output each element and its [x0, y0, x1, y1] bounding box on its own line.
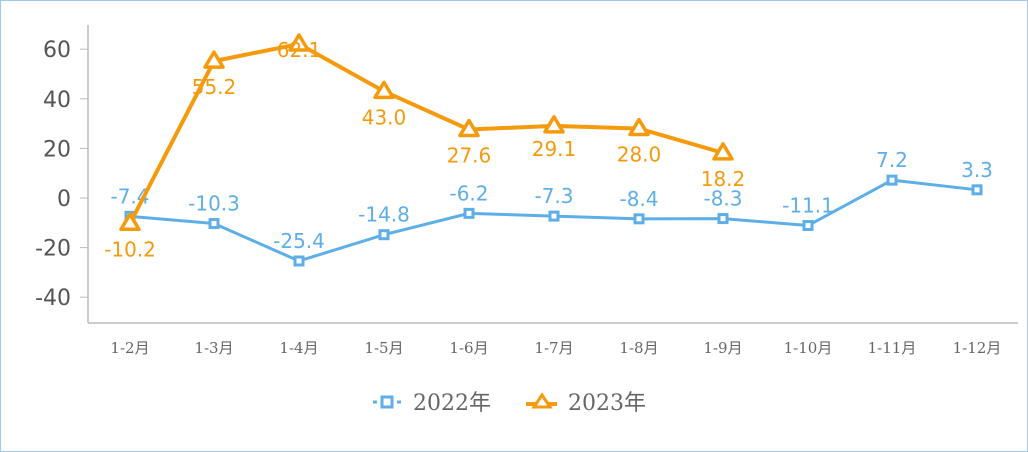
triangle-marker — [712, 142, 734, 161]
data-label: -14.8 — [358, 203, 410, 227]
data-label: -8.4 — [619, 187, 658, 211]
square-marker — [463, 207, 475, 219]
y-tick-label: -20 — [35, 237, 71, 262]
legend: 2022年 2023年 — [373, 391, 646, 416]
data-label: -6.2 — [449, 181, 488, 205]
data-label: 55.2 — [192, 75, 237, 99]
triangle-marker — [458, 118, 480, 138]
square-marker — [886, 174, 898, 186]
data-label: -10.3 — [188, 192, 240, 216]
data-label: 28.0 — [617, 143, 662, 167]
legend-square-icon — [380, 395, 394, 409]
square-marker — [378, 229, 390, 241]
square-marker — [293, 255, 305, 267]
x-tick-label: 1-7月 — [534, 339, 573, 357]
data-label: 29.1 — [532, 137, 577, 161]
square-marker — [633, 213, 645, 225]
triangle-marker — [288, 33, 310, 52]
triangle-marker — [203, 50, 225, 69]
x-tick-label: 1-6月 — [449, 339, 488, 357]
square-marker — [971, 184, 983, 196]
x-tick-label: 1-12月 — [953, 339, 1002, 357]
data-label: 62.1 — [277, 38, 322, 62]
triangle-marker — [119, 212, 141, 232]
x-tick-label: 1-9月 — [703, 339, 742, 357]
y-tick-label: -40 — [35, 286, 71, 311]
y-tick-label: 40 — [43, 88, 71, 113]
y-tick-label: 60 — [43, 38, 71, 63]
square-marker — [802, 220, 814, 232]
y-tick-label: 20 — [43, 137, 71, 162]
data-label: -25.4 — [273, 229, 325, 253]
square-marker — [548, 210, 560, 222]
data-label: 18.2 — [701, 167, 746, 191]
series-2022年: -7.4 -10.3-25.4-14.8-6.2 -7.3 -8.4 -8.3 -11.1… — [110, 148, 993, 267]
data-label: 43.0 — [362, 105, 407, 129]
data-label: -8.3 — [703, 187, 742, 211]
square-marker — [717, 213, 729, 225]
x-tick-label: 1-11月 — [868, 339, 917, 357]
x-tick-label: 1-2月 — [110, 339, 149, 357]
triangle-marker — [543, 115, 565, 134]
data-label: -10.2 — [104, 237, 156, 261]
x-tick-label: 1-5月 — [364, 339, 403, 357]
triangle-marker — [628, 117, 650, 137]
x-tick-label: 1-8月 — [619, 339, 658, 357]
square-marker — [208, 218, 220, 230]
data-label: 27.6 — [447, 144, 492, 168]
data-label: 7.2 — [876, 148, 908, 172]
data-label: -11.1 — [782, 194, 834, 218]
y-tick-label: 0 — [57, 187, 71, 212]
triangle-marker — [373, 80, 395, 100]
data-label: -7.3 — [534, 184, 573, 208]
legend-triangle-icon — [531, 392, 553, 409]
x-tick-label: 1-10月 — [784, 339, 833, 357]
series-2023年: -10.2 55.2 62.1 43.0 27.6 29.1 28.0 18.2 — [104, 33, 746, 261]
data-label: 3.3 — [961, 158, 993, 182]
x-tick-label: 1-4月 — [279, 339, 318, 357]
x-tick-label: 1-3月 — [194, 339, 233, 357]
legend-label-2022: 2022年 — [413, 391, 491, 416]
legend-label-2023: 2023年 — [568, 391, 646, 416]
